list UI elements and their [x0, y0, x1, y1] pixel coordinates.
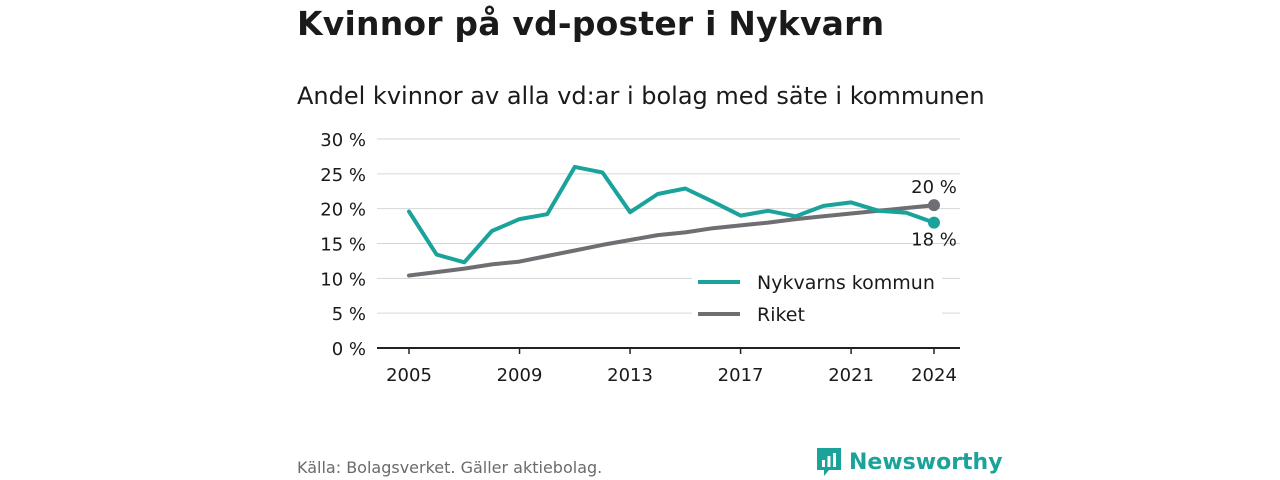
x-tick-label: 2021 [828, 365, 874, 386]
legend-label-riket: Riket [757, 304, 805, 326]
chart-title: Kvinnor på vd-poster i Nykvarn [297, 4, 885, 43]
end-point-nykvarn [928, 216, 940, 229]
newsworthy-icon [817, 448, 841, 476]
y-tick-label: 15 % [320, 235, 366, 256]
newsworthy-logo: Newsworthy [815, 446, 1003, 478]
y-tick-label: 5 % [332, 304, 366, 325]
x-tick-label: 2009 [497, 365, 543, 386]
y-tick-label: 25 % [320, 165, 366, 186]
series-line-nykvarn [407, 164, 936, 265]
y-tick-label: 0 % [332, 339, 366, 360]
x-tick-label: 2005 [386, 365, 432, 386]
y-tick-label: 10 % [320, 269, 366, 290]
brand-name: Newsworthy [849, 449, 1003, 475]
end-label-riket: 20 % [911, 177, 957, 198]
x-tick-label: 2017 [718, 365, 764, 386]
chart-subtitle: Andel kvinnor av alla vd:ar i bolag med … [297, 82, 985, 110]
series-line-riket [407, 203, 936, 278]
x-tick-label: 2024 [911, 365, 957, 386]
legend-label-nykvarn: Nykvarns kommun [757, 272, 935, 294]
y-tick-label: 20 % [320, 200, 366, 221]
y-tick-label: 30 % [320, 130, 366, 151]
x-tick-label: 2013 [607, 365, 653, 386]
end-point-riket [928, 199, 940, 212]
source-note: Källa: Bolagsverket. Gäller aktiebolag. [297, 458, 603, 477]
end-label-nykvarn: 18 % [911, 230, 957, 251]
